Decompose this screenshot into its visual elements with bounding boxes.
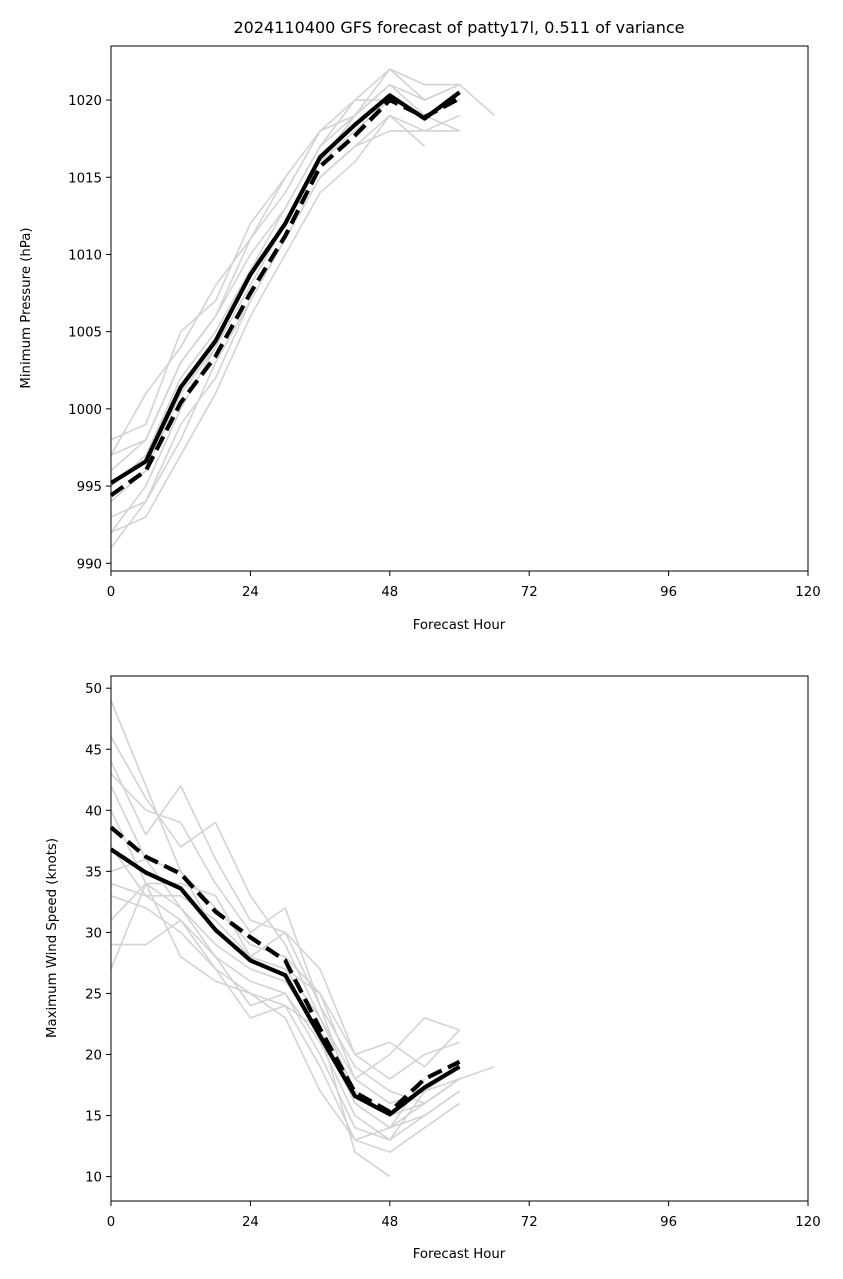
wind-x-axis-label: Forecast Hour: [413, 1247, 506, 1262]
wind-y-tick-label: 30: [85, 926, 102, 941]
pressure-y-tick-label: 1005: [68, 326, 102, 341]
wind-ensemble-line-8: [110, 846, 460, 1129]
wind-x-tick-label: 96: [660, 1215, 677, 1230]
wind-y-tick-label: 45: [85, 743, 102, 758]
pressure-ensemble-line-10: [110, 99, 460, 533]
wind-ensemble-line-12: [110, 882, 495, 1141]
wind-series-layer: [109, 700, 495, 1178]
wind-y-tick-label: 15: [85, 1110, 102, 1125]
wind-y-tick-label: 35: [85, 865, 102, 880]
pressure-ensemble-line-4: [110, 83, 460, 472]
wind-x-tick-label: 120: [795, 1215, 820, 1230]
wind-ensemble-line-3: [110, 736, 460, 1080]
wind-y-tick-label: 25: [85, 987, 102, 1002]
pressure-ensemble-line-7: [110, 114, 426, 518]
wind-solid-highlight-line: [109, 847, 461, 1117]
pressure-x-tick-label: 24: [242, 585, 259, 600]
pressure-ensemble-line-11: [110, 68, 460, 456]
wind-dashed-highlight-line: [109, 825, 461, 1114]
wind-ensemble-line-5: [110, 773, 460, 1105]
pressure-y-axis-label: Minimum Pressure (hPa): [19, 227, 34, 388]
wind-ensemble-line-13: [111, 919, 391, 1178]
pressure-x-tick-label: 96: [660, 585, 677, 600]
wind-panel: 0 24 48 72 96 120 10 15 20 25 30 35 40 45 50 Forecast …: [45, 675, 821, 1262]
pressure-ticks: 0 24 48 72 96 120 990 995 1000 1005 1010 1015 1020: [68, 94, 821, 600]
pressure-x-tick-label: 0: [107, 585, 115, 600]
wind-axes-frame: [110, 675, 809, 1202]
wind-y-tick-label: 20: [85, 1048, 102, 1063]
pressure-panel: 2024110400 GFS forecast of patty17l, 0.5…: [19, 18, 821, 633]
pressure-ensemble-line-3: [110, 176, 286, 456]
wind-y-tick-label: 50: [85, 682, 102, 697]
wind-y-tick-label: 10: [85, 1171, 102, 1186]
pressure-x-tick-label: 48: [381, 585, 398, 600]
wind-x-tick-label: 72: [521, 1215, 538, 1230]
pressure-y-tick-label: 1000: [68, 403, 102, 418]
pressure-dashed-highlight-line: [109, 96, 461, 498]
wind-ensemble-line-14: [110, 882, 426, 1141]
pressure-y-tick-label: 990: [77, 557, 102, 572]
pressure-axes-frame: [110, 45, 809, 572]
chart-title: 2024110400 GFS forecast of patty17l, 0.5…: [234, 18, 685, 37]
wind-ticks: 0 24 48 72 96 120 10 15 20 25 30 35 40 45 50: [85, 682, 821, 1230]
wind-ensemble-line-9: [110, 858, 460, 1129]
pressure-ensemble-line-6: [110, 99, 460, 503]
wind-y-axis-label: Maximum Wind Speed (knots): [45, 838, 60, 1038]
wind-x-tick-label: 48: [381, 1215, 398, 1230]
pressure-x-axis-label: Forecast Hour: [413, 618, 506, 633]
pressure-y-tick-label: 995: [77, 480, 102, 495]
pressure-y-tick-label: 1010: [68, 248, 102, 263]
pressure-y-tick-label: 1020: [68, 94, 102, 109]
pressure-y-tick-label: 1015: [68, 171, 102, 186]
pressure-solid-highlight-line: [109, 90, 461, 485]
pressure-ensemble-line-2: [110, 68, 495, 441]
pressure-x-tick-label: 72: [521, 585, 538, 600]
wind-x-tick-label: 0: [107, 1215, 115, 1230]
wind-y-tick-label: 40: [85, 804, 102, 819]
pressure-x-tick-label: 120: [795, 585, 820, 600]
pressure-ensemble-line-8: [110, 114, 460, 534]
wind-x-tick-label: 24: [242, 1215, 259, 1230]
pressure-series-layer: [109, 68, 495, 549]
